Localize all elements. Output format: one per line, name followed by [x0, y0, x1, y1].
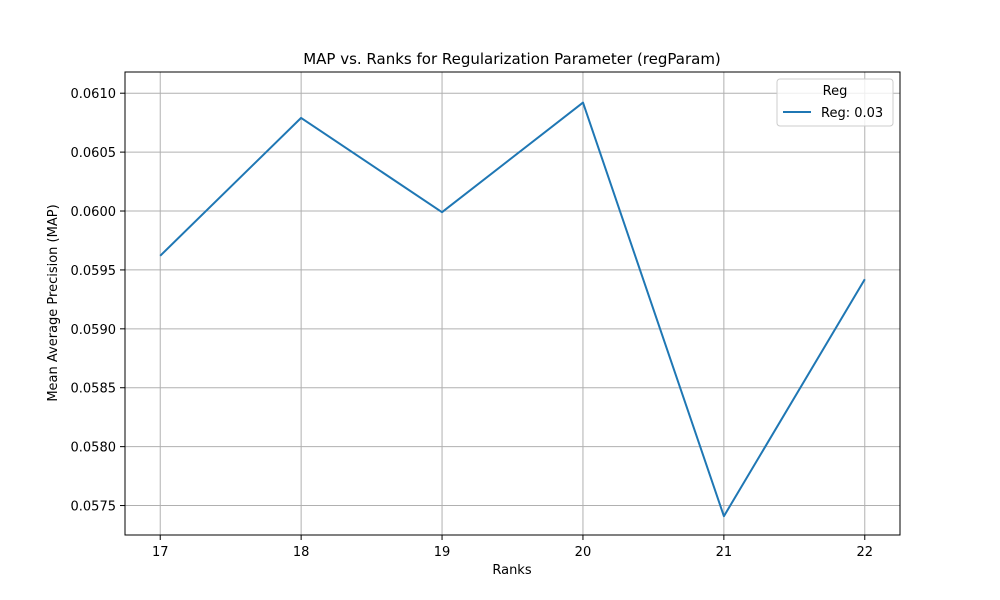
x-tick-label: 18 — [293, 545, 310, 560]
x-tick-label: 21 — [716, 545, 733, 560]
x-gridlines — [159, 72, 866, 535]
series-layer — [159, 101, 866, 518]
y-ticks: 0.0575 0.0580 0.0585 0.0590 0.0595 0.0600 0.06… — [71, 87, 125, 515]
x-tick-label: 20 — [575, 545, 592, 560]
y-tick-label: 0.0580 — [71, 441, 117, 456]
y-tick-label: 0.0605 — [71, 146, 117, 161]
legend-entry-label: Reg: 0.03 — [821, 106, 883, 121]
x-tick-label: 19 — [434, 545, 451, 560]
y-axis-title: Mean Average Precision (MAP) — [46, 204, 61, 401]
x-axis-title: Ranks — [492, 563, 531, 578]
y-gridlines — [125, 92, 900, 507]
series-line — [159, 101, 866, 518]
y-tick-label: 0.0590 — [71, 323, 117, 338]
y-tick-label: 0.0600 — [71, 205, 117, 220]
legend-box — [776, 78, 894, 127]
y-tick-label: 0.0595 — [71, 264, 117, 279]
x-tick-label: 22 — [856, 545, 873, 560]
x-tick-label: 17 — [152, 545, 169, 560]
legend-title: Reg — [823, 84, 848, 99]
y-tick-label: 0.0585 — [71, 382, 117, 397]
y-tick-label: 0.0575 — [71, 500, 117, 515]
legend: Reg Reg: 0.03 — [776, 78, 894, 127]
y-tick-label: 0.0610 — [71, 87, 117, 102]
plot-frame — [124, 71, 901, 536]
chart-title: MAP vs. Ranks for Regularization Paramet… — [303, 50, 721, 68]
x-ticks: 17 18 19 20 21 22 — [152, 535, 873, 560]
